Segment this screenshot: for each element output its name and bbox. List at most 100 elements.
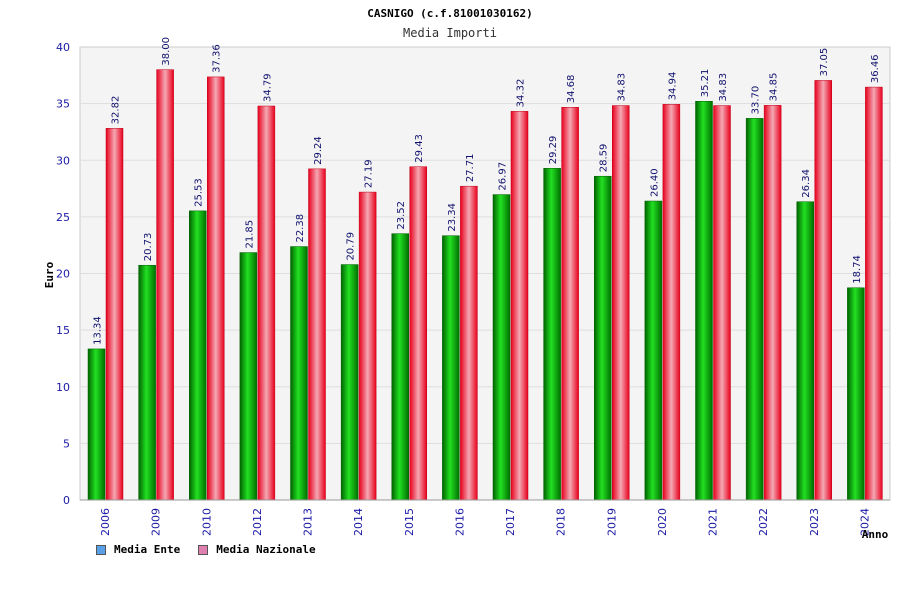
- data-label: 20.79: [346, 232, 357, 261]
- x-tick-label: 2019: [605, 508, 618, 536]
- data-label: 26.97: [498, 162, 509, 191]
- bar-media-nazionale-2019: [612, 105, 630, 501]
- y-tick-label: 30: [56, 154, 70, 167]
- legend-swatch: [198, 544, 209, 555]
- x-tick-label: 2010: [200, 508, 213, 536]
- data-label: 34.94: [667, 72, 678, 101]
- data-label: 37.36: [212, 44, 223, 73]
- bar-media-nazionale-2018: [561, 106, 579, 501]
- x-tick-label: 2017: [504, 508, 517, 536]
- y-tick-label: 15: [56, 324, 70, 337]
- x-tick-label: 2013: [302, 508, 315, 536]
- y-tick-label: 10: [56, 381, 70, 394]
- bar-media-ente-2013: [290, 246, 308, 501]
- bar-media-ente-2023: [796, 201, 814, 501]
- bar-media-nazionale-2017: [510, 111, 529, 501]
- legend-label: Media Nazionale: [216, 543, 316, 556]
- y-tick-label: 0: [63, 494, 70, 507]
- data-label: 26.34: [801, 169, 812, 198]
- bar-media-ente-2010: [189, 210, 207, 501]
- x-axis-label: Anno: [862, 528, 889, 541]
- x-tick-label: 2022: [757, 508, 770, 536]
- bar-media-ente-2015: [391, 233, 409, 501]
- bar-media-ente-2024: [847, 287, 865, 501]
- data-label: 18.74: [852, 255, 863, 284]
- bar-media-ente-2022: [745, 118, 764, 501]
- x-tick-label: 2023: [808, 508, 821, 536]
- bars: 13.34 32.82 20.73 38.00 25.53 37.36 21.85 34.79…: [87, 37, 883, 501]
- data-label: 38.00: [161, 37, 172, 66]
- x-tick-label: 2006: [99, 508, 112, 536]
- data-label: 29.29: [548, 136, 559, 165]
- data-label: 20.73: [143, 233, 154, 262]
- x-tick-label: 2015: [403, 508, 416, 536]
- x-tick-label: 2021: [707, 508, 720, 536]
- bar-media-ente-2006: [87, 348, 106, 501]
- bar-media-nazionale-2013: [308, 168, 326, 501]
- data-label: 34.68: [566, 75, 577, 104]
- legend-label: Media Ente: [114, 543, 181, 556]
- data-label: 27.19: [364, 159, 375, 188]
- bar-media-nazionale-2010: [207, 76, 225, 501]
- chart-subtitle: Media Importi: [403, 26, 497, 40]
- y-tick-label: 35: [56, 98, 70, 111]
- data-label: 23.52: [396, 201, 407, 230]
- bar-media-ente-2018: [543, 168, 561, 501]
- x-tick-label: 2009: [150, 508, 163, 536]
- x-tick-label: 2016: [453, 508, 466, 536]
- y-tick-label: 40: [56, 41, 70, 54]
- x-tick-label: 2020: [656, 508, 669, 536]
- y-tick-label: 25: [56, 211, 70, 224]
- legend-swatch: [96, 544, 106, 555]
- bar-media-ente-2009: [138, 264, 156, 501]
- data-label: 26.40: [649, 168, 660, 197]
- bar-media-ente-2021: [695, 100, 713, 501]
- bar-media-nazionale-2009: [156, 69, 174, 501]
- bar-media-nazionale-2016: [460, 185, 478, 501]
- bar-media-ente-2014: [340, 264, 359, 501]
- bar-media-ente-2019: [594, 175, 612, 501]
- x-tick-label: 2012: [251, 508, 264, 536]
- bar-media-nazionale-2021: [713, 105, 731, 501]
- x-tick-label: 2018: [555, 508, 568, 536]
- bar-media-ente-2020: [644, 200, 663, 501]
- bar-media-nazionale-2014: [358, 191, 377, 501]
- chart-title: CASNIGO (c.f.81001030162): [367, 7, 533, 20]
- data-label: 35.21: [700, 69, 711, 98]
- y-tick-label: 20: [56, 268, 70, 281]
- data-label: 28.59: [599, 144, 610, 173]
- data-label: 33.70: [751, 86, 762, 115]
- data-label: 37.05: [819, 48, 830, 77]
- data-label: 34.79: [262, 73, 273, 102]
- legend: Media Ente Media Nazionale: [96, 543, 316, 556]
- data-label: 34.32: [516, 79, 527, 108]
- bar-media-ente-2016: [442, 235, 460, 501]
- data-label: 34.83: [617, 73, 628, 102]
- data-label: 27.71: [465, 154, 476, 183]
- x-tick-label: 2024: [858, 508, 871, 536]
- bar-media-ente-2017: [492, 194, 511, 501]
- data-label: 21.85: [244, 220, 255, 249]
- bar-media-ente-2012: [239, 252, 258, 501]
- data-label: 34.83: [718, 73, 729, 102]
- y-axis-ticks: 0 5 10 15 20 25 30 35 40: [56, 41, 70, 507]
- data-label: 29.24: [313, 136, 324, 165]
- data-label: 29.43: [414, 134, 425, 163]
- bar-media-nazionale-2023: [814, 80, 832, 501]
- bar-media-nazionale-2006: [105, 128, 124, 501]
- data-label: 32.82: [111, 96, 122, 125]
- y-tick-label: 5: [63, 437, 70, 450]
- bar-media-nazionale-2015: [409, 166, 427, 501]
- data-label: 23.34: [447, 203, 458, 232]
- bar-media-nazionale-2022: [763, 105, 782, 501]
- data-label: 13.34: [93, 316, 104, 345]
- data-label: 36.46: [870, 54, 881, 83]
- legend-item-media-nazionale: Media Nazionale: [198, 543, 316, 556]
- bar-media-nazionale-2024: [865, 86, 883, 501]
- y-axis-label: Euro: [43, 261, 56, 288]
- x-tick-label: 2014: [352, 508, 365, 536]
- data-label: 34.85: [769, 73, 780, 102]
- x-axis-ticks: 2006 2009 2010 2012 2013 2014 2015 2016 2017 2018…: [99, 508, 871, 536]
- data-label: 25.53: [194, 178, 205, 207]
